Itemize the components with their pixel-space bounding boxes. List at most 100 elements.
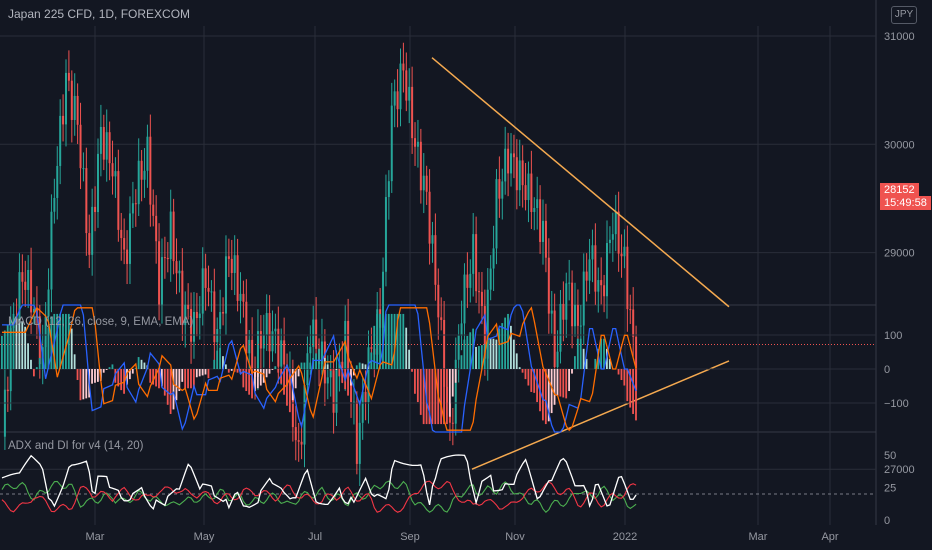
- di-minus-line: [1, 480, 637, 513]
- candle-body: [85, 168, 88, 234]
- macd-histogram-bar: [411, 369, 413, 372]
- macd-histogram-bar: [251, 369, 253, 399]
- macd-histogram-bar: [181, 369, 184, 382]
- candle-body: [472, 234, 475, 274]
- candle-body: [576, 304, 579, 326]
- candle-body: [579, 325, 582, 327]
- x-tick-label: May: [194, 531, 215, 543]
- candle-body: [422, 175, 425, 191]
- macd-histogram-bar: [448, 369, 451, 417]
- macd-histogram-bar: [47, 327, 50, 369]
- candle-body: [315, 319, 318, 349]
- macd-histogram-bar: [134, 368, 137, 369]
- candle-body: [271, 331, 274, 352]
- macd-histogram-bar: [384, 313, 387, 369]
- macd-histogram-bar: [635, 369, 637, 421]
- candle-body: [542, 220, 545, 242]
- macd-histogram-bar: [556, 369, 559, 396]
- macd-histogram-bar: [396, 313, 399, 369]
- macd-histogram-bar: [463, 339, 466, 369]
- macd-histogram-bar: [306, 362, 309, 369]
- candle-body: [507, 148, 510, 174]
- candle-body: [99, 126, 102, 154]
- macd-histogram-bar: [408, 349, 411, 369]
- candle-body: [94, 206, 97, 213]
- macd-histogram-bar: [56, 313, 59, 369]
- macd-histogram-bar: [393, 313, 396, 369]
- price-tick-label: 29000: [884, 248, 915, 260]
- candle-body: [137, 160, 140, 205]
- candle-body: [469, 273, 472, 288]
- candle-body: [562, 303, 565, 320]
- macd-line: [2, 304, 637, 433]
- candle-body: [425, 175, 428, 192]
- candle-body: [629, 309, 632, 311]
- candle-body: [207, 287, 210, 292]
- candle-body: [495, 179, 498, 249]
- macd-histogram-bar: [248, 369, 251, 395]
- candle-body: [53, 197, 56, 212]
- macd-histogram-bar: [329, 369, 332, 371]
- candle-body: [396, 91, 399, 110]
- candle-body: [175, 261, 178, 274]
- candle-body: [614, 211, 617, 235]
- macd-histogram-bar: [544, 369, 547, 425]
- candle-body: [574, 304, 577, 327]
- macd-histogram-bar: [527, 369, 530, 386]
- macd-histogram-bar: [236, 369, 239, 373]
- macd-histogram-bar: [530, 369, 533, 392]
- macd-histogram-bar: [172, 369, 175, 410]
- candle-body: [451, 422, 454, 424]
- adx-line: [1, 454, 637, 511]
- candle-body: [256, 331, 259, 377]
- adx-tick-label: 0: [884, 515, 890, 527]
- candle-body: [390, 105, 393, 182]
- trendline-upper: [431, 57, 730, 308]
- macd-tick-label: 100: [884, 330, 902, 342]
- macd-histogram-bar: [30, 359, 32, 369]
- currency-button[interactable]: JPY: [891, 6, 917, 24]
- candle-body: [236, 255, 239, 301]
- candle-body: [6, 389, 9, 392]
- candle-body: [501, 181, 504, 199]
- macd-histogram-bar: [451, 369, 454, 397]
- macd-histogram-bar: [486, 336, 489, 369]
- macd-histogram-bar: [553, 369, 556, 405]
- price-tick-label: 27000: [884, 464, 915, 476]
- macd-histogram-bar: [62, 313, 64, 369]
- macd-histogram-bar: [76, 369, 79, 381]
- adx-tick-label: 50: [884, 450, 896, 462]
- macd-histogram-bar: [501, 323, 504, 369]
- macd-histogram-bar: [405, 327, 408, 369]
- candle-body: [128, 213, 131, 264]
- candle-body: [606, 243, 609, 297]
- macd-histogram-bar: [376, 313, 379, 369]
- candle-body: [169, 211, 172, 260]
- macd-histogram-bar: [128, 369, 131, 380]
- macd-histogram-bar: [431, 369, 434, 425]
- candle-body: [70, 80, 73, 120]
- candle-body: [210, 291, 213, 293]
- candle-body: [536, 199, 539, 209]
- macd-histogram-bar: [475, 346, 477, 369]
- candle-body: [149, 136, 152, 205]
- candle-body: [32, 308, 35, 313]
- macd-histogram-bar: [582, 348, 585, 369]
- macd-histogram-bar: [9, 319, 12, 369]
- macd-histogram-bar: [504, 317, 507, 369]
- candle-body: [355, 401, 358, 464]
- macd-histogram-bar: [571, 369, 573, 374]
- macd-histogram-bar: [35, 367, 38, 369]
- macd-histogram-bar: [460, 355, 463, 369]
- candle-body: [370, 347, 373, 349]
- macd-histogram-bar: [355, 365, 358, 369]
- macd-histogram-bar: [271, 369, 274, 370]
- macd-histogram-bar: [216, 350, 219, 369]
- candle-body: [556, 351, 559, 368]
- candle-body: [539, 199, 542, 242]
- candle-body: [265, 313, 268, 336]
- macd-histogram-bar: [288, 369, 291, 413]
- macd-histogram-bar: [629, 369, 632, 408]
- candle-body: [213, 291, 216, 343]
